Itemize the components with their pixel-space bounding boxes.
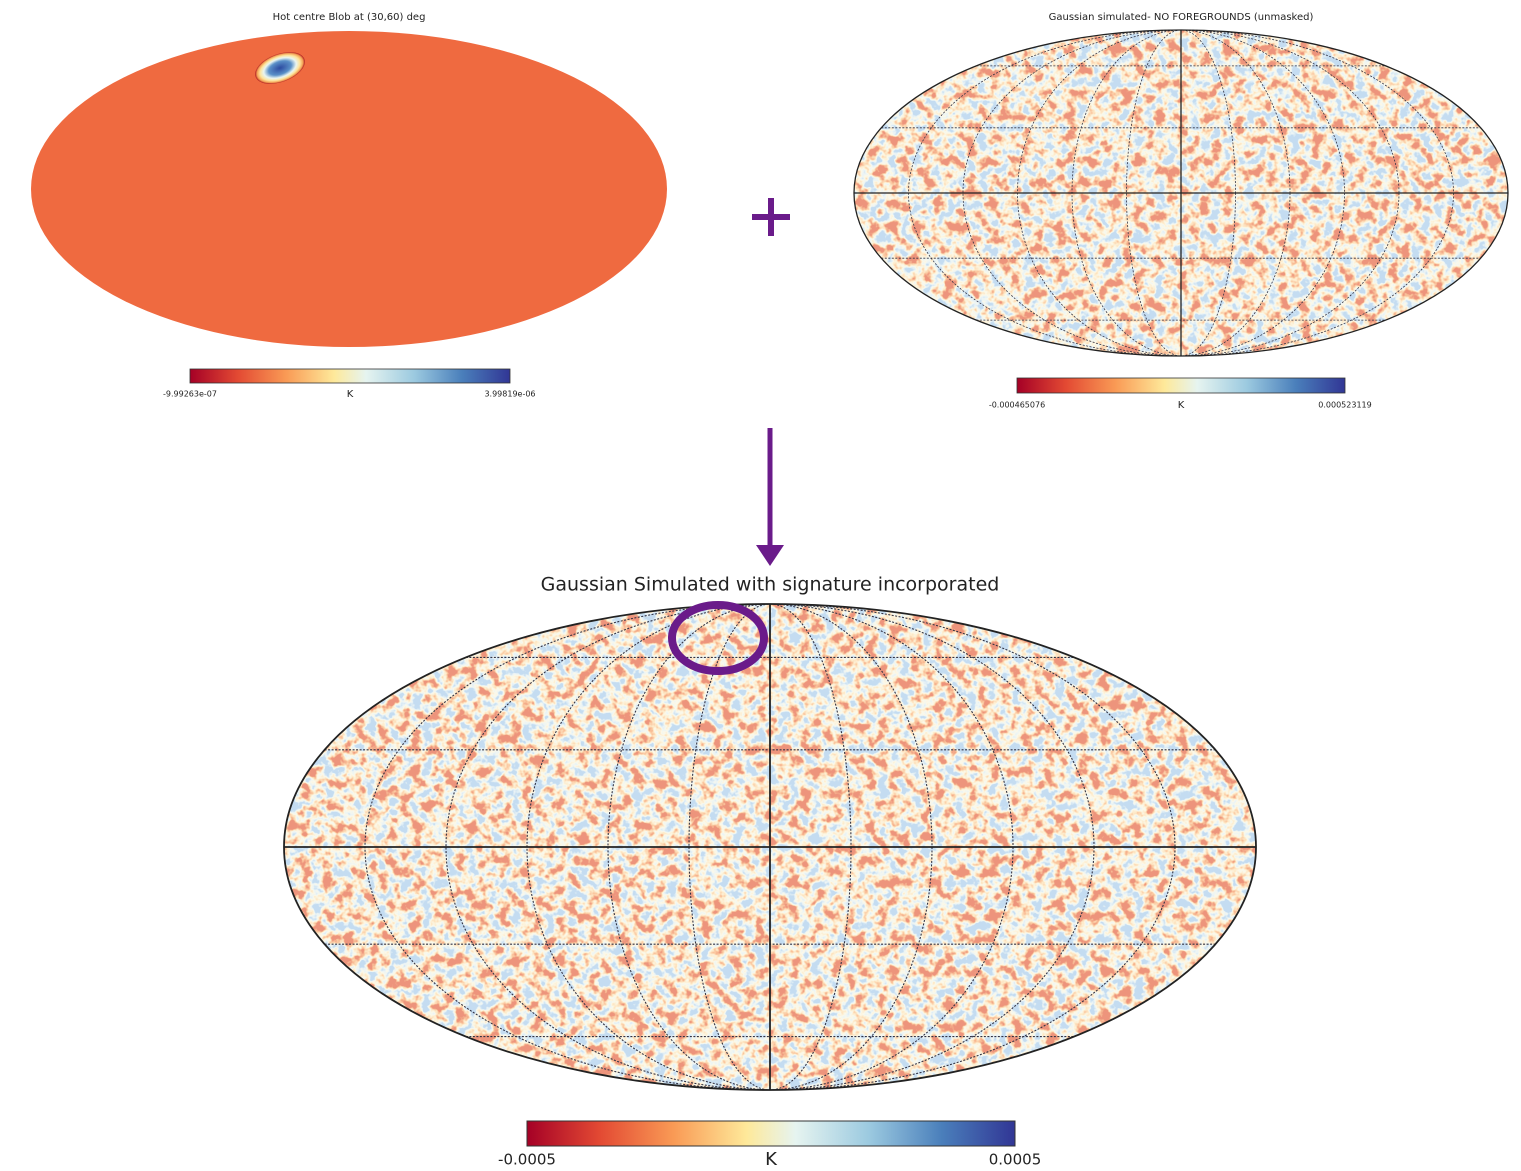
- figure: Hot centre Blob at (30,60) deg -9.99263e…: [0, 0, 1521, 1171]
- colorbar: [1017, 378, 1345, 393]
- colorbar-min: -0.000465076: [989, 401, 1045, 410]
- arrow: [756, 428, 784, 566]
- colorbar: [190, 369, 510, 383]
- panel-title: Hot centre Blob at (30,60) deg: [273, 12, 426, 23]
- colorbar-max: 0.000523119: [1318, 401, 1371, 410]
- page: Hot centre Blob at (30,60) deg -9.99263e…: [0, 0, 1521, 1171]
- panel-title: Gaussian Simulated with signature incorp…: [541, 574, 1000, 596]
- sky-map: [854, 30, 1508, 356]
- panel-title: Gaussian simulated- NO FOREGROUNDS (unma…: [1049, 12, 1314, 23]
- colorbar-max: 0.0005: [989, 1151, 1042, 1169]
- colorbar-unit: K: [765, 1149, 778, 1170]
- colorbar-unit: K: [347, 389, 354, 400]
- sky-map: [31, 31, 667, 347]
- colorbar-max: 3.99819e-06: [484, 390, 535, 399]
- colorbar-min: -9.99263e-07: [163, 390, 217, 399]
- sky-map: [284, 604, 1256, 1090]
- colorbar-unit: K: [1178, 400, 1185, 411]
- plus-sign: [752, 198, 790, 236]
- colorbar-min: -0.0005: [498, 1151, 556, 1169]
- colorbar: [527, 1121, 1015, 1146]
